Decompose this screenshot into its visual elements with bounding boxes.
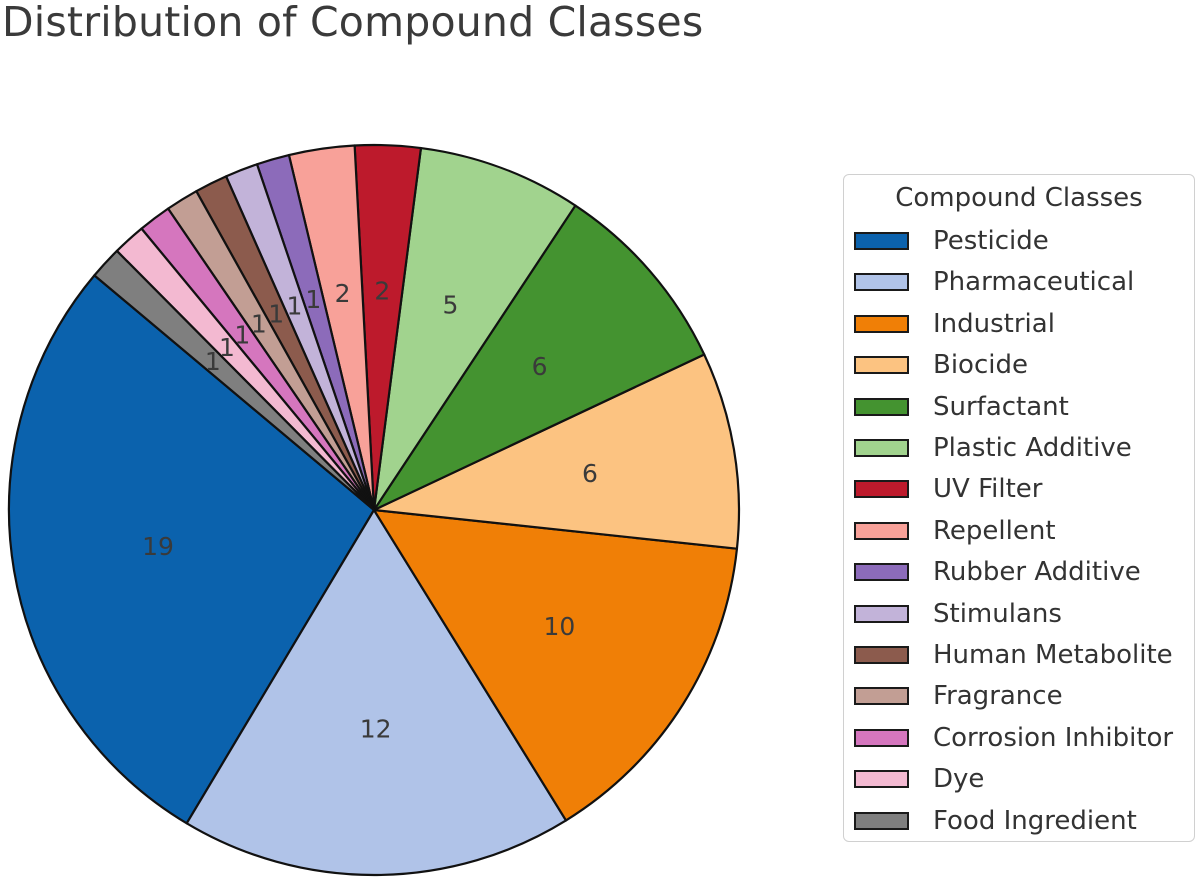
legend-swatch	[854, 232, 909, 250]
legend: Compound Classes Pesticide Pharmaceutical…	[843, 174, 1195, 842]
chart-title: Distribution of Compound Classes	[2, 0, 704, 46]
legend-label: Dye	[933, 764, 985, 795]
legend-swatch	[854, 480, 909, 499]
legend-item-repellent: Repellent	[854, 513, 1056, 549]
legend-item-corrosion-inhibitor: Corrosion Inhibitor	[854, 720, 1173, 756]
legend-label: Industrial	[933, 308, 1055, 339]
legend-item-biocide: Biocide	[854, 347, 1028, 383]
pie-slice-food-ingredient	[93, 249, 376, 512]
legend-item-pharmaceutical: Pharmaceutical	[854, 264, 1134, 300]
legend-label: Pesticide	[933, 226, 1049, 256]
slice-value-label-corrosion-inhibitor: 1	[234, 320, 250, 349]
slice-value-label-biocide: 6	[582, 459, 598, 488]
pie-slice-industrial	[372, 508, 739, 822]
slice-value-label-dye: 1	[219, 333, 235, 362]
legend-label: Food Ingredient	[933, 805, 1137, 836]
slice-value-label-food-ingredient: 1	[205, 347, 221, 376]
pie-slice-plastic-additive	[372, 146, 577, 512]
legend-item-pesticide: Pesticide	[854, 223, 1049, 259]
legend-swatch	[854, 811, 909, 830]
slice-value-label-pharmaceutical: 12	[360, 714, 392, 743]
slice-value-label-surfactant: 6	[532, 352, 548, 381]
slice-value-label-fragrance: 1	[251, 309, 267, 338]
pie-slice-pharmaceutical	[185, 508, 568, 877]
legend-item-rubber-additive: Rubber Additive	[854, 554, 1141, 590]
legend-item-food-ingredient: Food Ingredient	[854, 803, 1137, 839]
slice-value-label-plastic-additive: 5	[443, 290, 459, 319]
legend-swatch	[854, 728, 909, 747]
legend-item-stimulans: Stimulans	[854, 596, 1062, 632]
pie-slice-surfactant	[372, 204, 706, 512]
legend-label: Human Metabolite	[933, 640, 1173, 670]
legend-swatch	[854, 604, 909, 623]
slice-value-label-repellent: 2	[335, 279, 351, 308]
slice-value-label-industrial: 10	[543, 612, 575, 641]
legend-swatch	[854, 273, 909, 292]
legend-swatch	[854, 687, 909, 706]
legend-swatch	[854, 397, 909, 416]
legend-item-surfactant: Surfactant	[854, 389, 1069, 425]
legend-item-industrial: Industrial	[854, 306, 1055, 342]
legend-label: Corrosion Inhibitor	[933, 722, 1174, 753]
pie-slice-biocide	[372, 353, 741, 550]
legend-swatch	[854, 356, 909, 375]
pie-slice-pesticide	[7, 274, 376, 825]
legend-item-uv-filter: UV Filter	[854, 471, 1042, 507]
legend-label: Biocide	[933, 350, 1028, 381]
legend-label: Repellent	[933, 515, 1056, 546]
slice-value-label-stimulans: 1	[286, 291, 302, 320]
slice-value-label-human-metabolite: 1	[268, 300, 284, 329]
slice-value-label-rubber-additive: 1	[305, 285, 321, 314]
legend-label: UV Filter	[933, 474, 1043, 505]
legend-swatch	[854, 439, 909, 457]
legend-item-dye: Dye	[854, 761, 984, 797]
legend-label: Rubber Additive	[933, 557, 1141, 588]
slice-value-label-pesticide: 19	[142, 532, 174, 561]
slice-value-label-uv-filter: 2	[374, 277, 390, 306]
legend-swatch	[854, 521, 909, 540]
legend-swatch	[854, 314, 909, 333]
legend-item-fragrance: Fragrance	[854, 678, 1063, 714]
legend-item-plastic-additive: Plastic Additive	[854, 430, 1132, 466]
legend-swatch	[854, 563, 909, 582]
legend-label: Fragrance	[933, 681, 1063, 712]
legend-label: Surfactant	[933, 391, 1069, 422]
legend-label: Pharmaceutical	[933, 267, 1135, 298]
legend-label: Plastic Additive	[933, 433, 1132, 463]
legend-swatch	[854, 770, 909, 789]
legend-title: Compound Classes	[895, 183, 1143, 213]
legend-swatch	[854, 646, 909, 664]
legend-item-human-metabolite: Human Metabolite	[854, 637, 1173, 673]
legend-label: Stimulans	[933, 598, 1062, 629]
